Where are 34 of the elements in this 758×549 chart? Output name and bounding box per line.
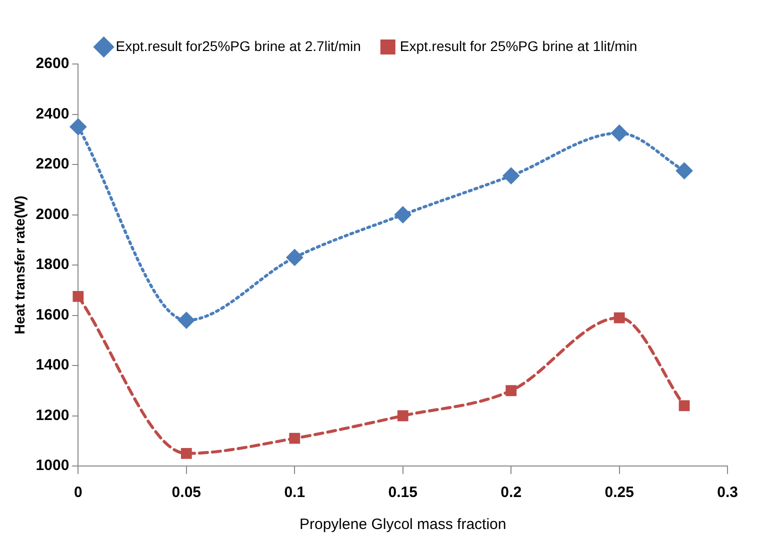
point	[178, 312, 195, 329]
y-tick-label: 2200	[36, 156, 70, 173]
y-tick-label: 2600	[36, 55, 70, 72]
y-tick-label: 1000	[36, 457, 70, 474]
point	[502, 167, 520, 184]
x-axis-title: Propylene Glycol mass fraction	[299, 516, 506, 534]
x-tick-label: 0.15	[388, 484, 418, 502]
legend-label: Expt.result for 25%PG brine at 1lit/min	[400, 38, 638, 54]
point	[289, 432, 300, 444]
x-tick-label: 0.1	[284, 484, 306, 502]
y-tick-label: 1800	[36, 256, 70, 274]
y-axis-title: Heat transfer rate(W)	[11, 196, 28, 334]
point	[70, 118, 87, 136]
point	[180, 448, 192, 459]
y-tick-label: 1600	[36, 306, 70, 324]
point	[397, 410, 408, 422]
point	[676, 162, 693, 180]
legend-label: Expt.result for25%PG brine at 2.7lit/min	[116, 38, 361, 54]
point	[610, 124, 628, 142]
point	[506, 385, 517, 396]
y-tick-label: 2000	[36, 206, 70, 223]
point	[394, 206, 412, 224]
y-tick-label: 1400	[36, 356, 70, 374]
point	[678, 400, 690, 412]
y-tick-label: 2400	[36, 105, 70, 122]
x-tick-label: 0.2	[500, 484, 522, 502]
point	[286, 248, 304, 266]
y-tick-label: 1200	[36, 406, 70, 424]
point	[614, 312, 625, 324]
x-tick-label: 0.05	[172, 484, 202, 502]
x-tick-label: 0.3	[717, 484, 738, 502]
x-tick-label: 0.25	[604, 484, 634, 502]
point	[72, 290, 84, 302]
x-tick-label: 0	[74, 484, 82, 502]
